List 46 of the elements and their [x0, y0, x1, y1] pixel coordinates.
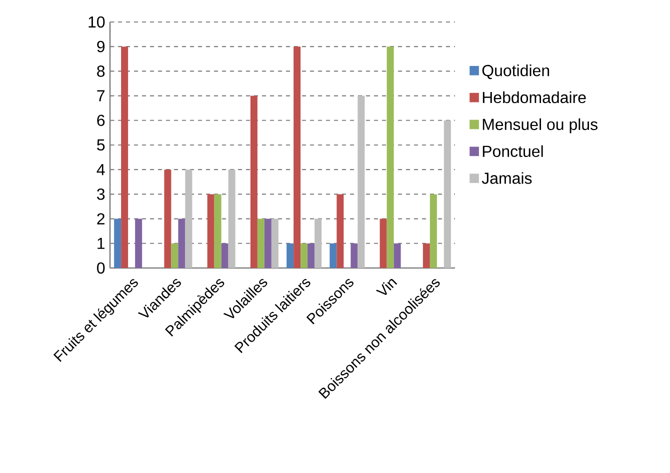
bar [164, 170, 172, 268]
bar [207, 194, 214, 268]
y-tick-label: 5 [97, 139, 105, 151]
bar [228, 170, 236, 268]
y-tick-label: 8 [97, 66, 105, 77]
y-tick-label: 9 [97, 40, 105, 52]
bar [430, 194, 437, 268]
bar [135, 218, 142, 268]
bar [250, 96, 258, 268]
y-tick-label: 1 [98, 238, 105, 249]
y-tick-label: 10 [88, 16, 105, 28]
y-tick-label: 3 [97, 188, 105, 200]
y-tick-label: 4 [96, 164, 105, 176]
bar [257, 218, 264, 268]
y-tick-label: 0 [97, 262, 105, 274]
bar [185, 170, 192, 268]
y-tick-label: 2 [97, 213, 104, 224]
legend-label: Mensuel ou plus [482, 118, 598, 134]
bar [221, 243, 228, 268]
bar [386, 46, 394, 268]
bar [264, 218, 272, 268]
y-tick-label: 6 [97, 114, 105, 126]
bar [114, 218, 122, 268]
bar [308, 243, 315, 268]
bar [121, 46, 128, 268]
legend-label: Ponctuel [482, 145, 543, 158]
bar [286, 243, 294, 268]
legend-label: Quotidien [482, 64, 550, 80]
bar [294, 46, 301, 268]
bar [330, 243, 337, 268]
bar [271, 218, 278, 268]
bar [214, 194, 222, 268]
bar [444, 120, 451, 268]
bar [358, 96, 365, 268]
bar [178, 218, 186, 268]
y-tick-label: 7 [97, 90, 104, 102]
bar [394, 243, 401, 268]
bar [422, 243, 430, 268]
bar [314, 218, 322, 268]
legend-label: Hebdomadaire [482, 91, 586, 104]
bar [336, 194, 344, 268]
bar [171, 243, 178, 268]
legend-label: Jamais [482, 172, 532, 184]
bar [350, 243, 358, 268]
bar [380, 218, 387, 268]
bar [300, 243, 308, 268]
